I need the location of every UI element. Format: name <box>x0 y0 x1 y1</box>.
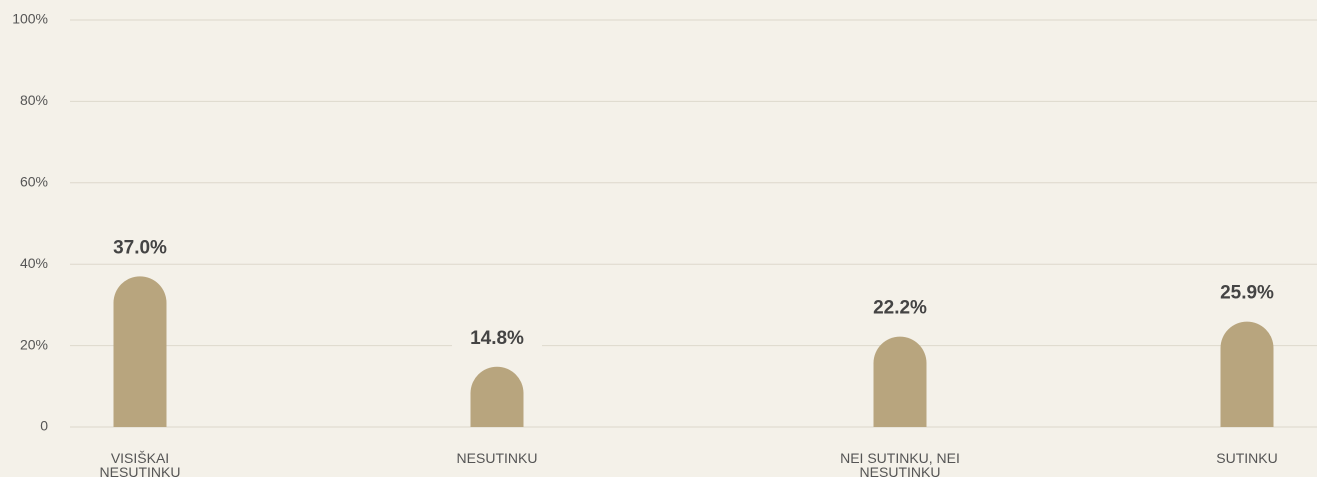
value-label-bg <box>855 296 945 321</box>
y-tick-label: 60% <box>20 174 48 190</box>
value-label-bg <box>95 236 185 261</box>
x-tick-label: NESUTINKU <box>456 450 538 466</box>
value-label: 37.0% <box>113 237 167 258</box>
y-tick-label: 40% <box>20 255 48 271</box>
y-tick-label: 100% <box>12 11 48 27</box>
value-label: 25.9% <box>1220 283 1274 304</box>
y-tick-label: 80% <box>20 92 48 108</box>
x-tick-label: SUTINKU <box>1216 450 1278 466</box>
x-tick-label: VISIŠKAI NESUTINKU <box>99 450 181 477</box>
bar <box>873 336 927 427</box>
value-label: 14.8% <box>470 328 524 349</box>
bar <box>1220 321 1274 427</box>
value-label-bg <box>452 326 542 351</box>
value-label: 22.2% <box>873 298 927 319</box>
bar <box>470 366 524 427</box>
bar <box>113 276 167 427</box>
value-label-bg <box>1202 281 1292 306</box>
y-tick-label: 20% <box>20 336 48 352</box>
x-tick-label: NEI SUTINKU, NEI NESUTINKU <box>840 450 960 477</box>
y-tick-label: 0 <box>40 418 48 434</box>
